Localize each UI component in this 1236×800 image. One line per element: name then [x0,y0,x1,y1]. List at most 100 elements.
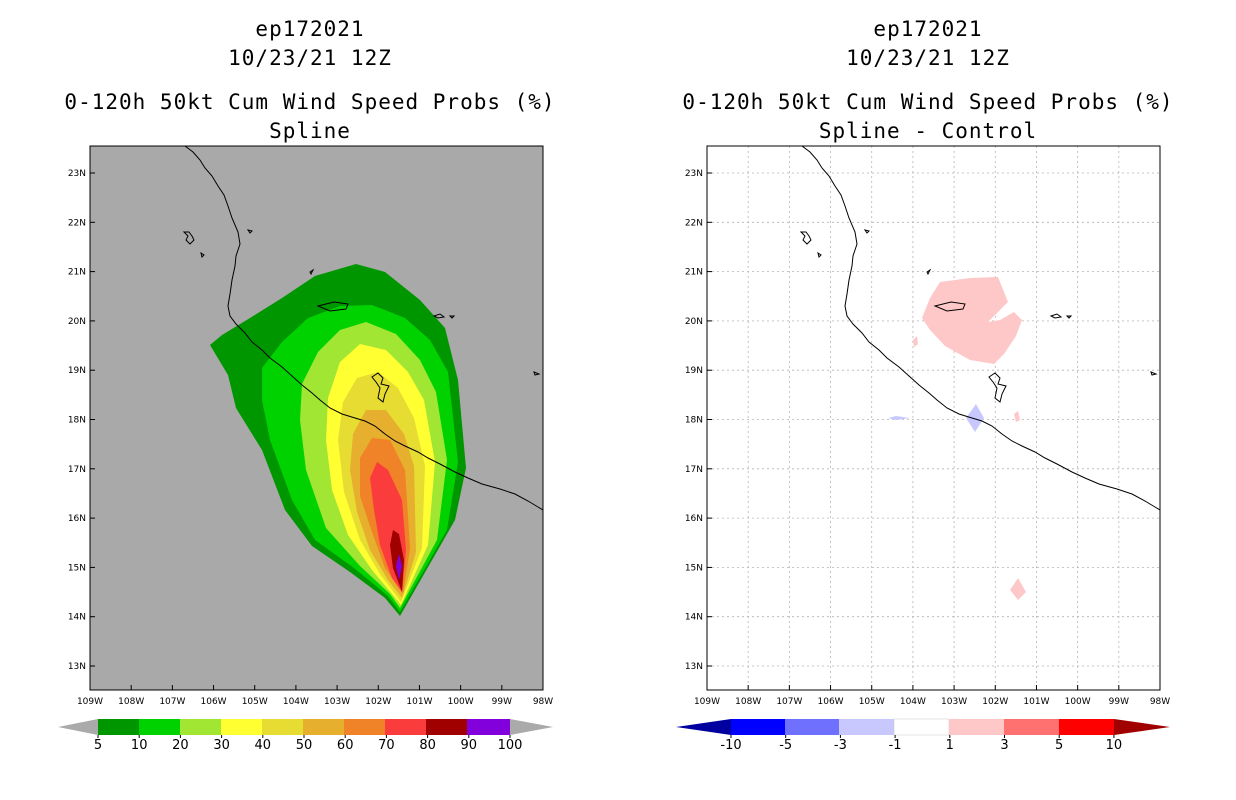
left-lon-label: 100W [448,697,474,707]
left-subtitle: Spline [269,119,351,143]
left-cb-40 [262,719,303,735]
left-lat-label: 21N [68,268,86,278]
right-cb-1 [949,719,1004,735]
left-map: 109W 108W 107W 106W 105W 104W 103W 102W 101W 100W… [68,145,553,707]
right-lon-label: 105W [859,697,885,707]
left-lon-label: 103W [324,697,350,707]
diff-negative-area-2 [888,416,910,420]
left-cb-label: 60 [337,738,354,753]
left-cb-80 [426,719,467,735]
right-cb-label: -10 [720,738,741,753]
left-lat-label: 19N [68,366,86,376]
right-lat-label: 19N [685,366,703,376]
contour-80 [390,530,404,592]
right-cb-label: 10 [1106,738,1123,753]
right-lon-label: 104W [900,697,926,707]
contour-90 [396,554,402,580]
left-lon-label: 105W [242,697,268,707]
diff-positive-dot-2 [1014,411,1020,422]
left-lon-label: 99W [492,697,512,707]
right-colorbar-low-arrow [676,719,731,735]
right-lat-label: 17N [685,465,703,475]
diff-negative-area-1 [966,404,984,432]
left-lat-label: 22N [68,218,86,228]
left-lon-label: 107W [159,697,185,707]
right-lon-label: 103W [941,697,967,707]
right-map-background [707,146,1160,690]
left-lat-label: 20N [68,317,86,327]
right-lat-label: 20N [685,317,703,327]
left-cb-50 [303,719,344,735]
diff-positive-area [922,277,1022,364]
left-lat-label: 18N [68,416,86,426]
left-cb-30 [221,719,262,735]
right-lon-label: 101W [1023,697,1049,707]
right-lat-label: 14N [685,613,703,623]
left-lat-label: 14N [68,613,86,623]
left-cb-label: 70 [378,738,395,753]
left-lon-label: 106W [201,697,227,707]
left-cb-label: 30 [213,738,230,753]
right-cb-m5 [731,719,785,735]
left-cb-label: 50 [296,738,313,753]
left-prob-contours [183,146,543,616]
left-lon-label: 98W [533,697,553,707]
right-lat-label: 22N [685,218,703,228]
right-lon-label: 102W [982,697,1008,707]
left-axis-ticks: 109W 108W 107W 106W 105W 104W 103W 102W 101W 100W… [68,169,553,707]
right-cb-label: -1 [889,738,902,753]
left-cb-label: 10 [131,738,148,753]
right-lat-label: 18N [685,416,703,426]
left-colorbar-high-arrow [510,719,553,735]
right-product: 0-120h 50kt Cum Wind Speed Probs (%) [682,90,1174,114]
right-diff-contours [800,146,1160,600]
right-map: 109W 108W 107W 106W 105W 104W 103W 102W 101W 100W… [685,145,1170,707]
left-cb-label: 80 [419,738,436,753]
left-cb-label: 100 [498,738,523,753]
right-lon-label: 109W [694,697,720,707]
left-cb-label: 20 [172,738,189,753]
right-cb-label: 5 [1055,738,1063,753]
left-colorbar: 5 10 20 30 40 50 60 70 80 90 100 [58,719,553,753]
right-cb-label: 3 [1000,738,1008,753]
right-lat-label: 15N [685,563,703,573]
right-lat-label: 23N [685,169,703,179]
right-storm-id: ep172021 [873,17,983,41]
left-lon-label: 102W [365,697,391,707]
right-axis-ticks: 109W 108W 107W 106W 105W 104W 103W 102W 101W 100W… [685,169,1170,707]
left-product: 0-120h 50kt Cum Wind Speed Probs (%) [64,90,556,114]
right-cb-label: 1 [946,738,954,753]
left-datetime: 10/23/21 12Z [228,46,392,70]
left-cb-5 [98,719,139,735]
left-lon-label: 104W [283,697,309,707]
right-cb-0 [893,718,950,736]
right-cb-5 [1059,719,1114,735]
right-colorbar: -10 -5 -3 -1 1 3 5 10 [676,718,1170,753]
left-cb-60 [344,719,385,735]
right-lat-label: 16N [685,514,703,524]
left-storm-id: ep172021 [255,17,365,41]
right-cb-m3 [785,719,839,735]
left-cb-20 [180,719,221,735]
right-lon-label: 100W [1065,697,1091,707]
right-cb-label: -5 [779,738,792,753]
right-cb-m1 [839,719,894,735]
left-lat-label: 16N [68,514,86,524]
left-map-frame [89,145,544,691]
left-lat-label: 15N [68,563,86,573]
left-lon-label: 109W [77,697,103,707]
right-cb-3 [1004,719,1059,735]
left-cb-70 [385,719,426,735]
right-lon-label: 107W [776,697,802,707]
diff-positive-dot-3 [1010,578,1026,600]
left-cb-label: 90 [461,738,478,753]
right-lon-label: 106W [818,697,844,707]
right-lon-label: 108W [735,697,761,707]
right-datetime: 10/23/21 12Z [846,46,1010,70]
left-lon-label: 101W [406,697,432,707]
right-cb-label: -3 [834,738,847,753]
left-panel-title: ep172021 10/23/21 12Z 0-120h 50kt Cum Wi… [60,15,560,146]
left-cb-90 [467,719,510,735]
left-cb-label: 40 [255,738,272,753]
